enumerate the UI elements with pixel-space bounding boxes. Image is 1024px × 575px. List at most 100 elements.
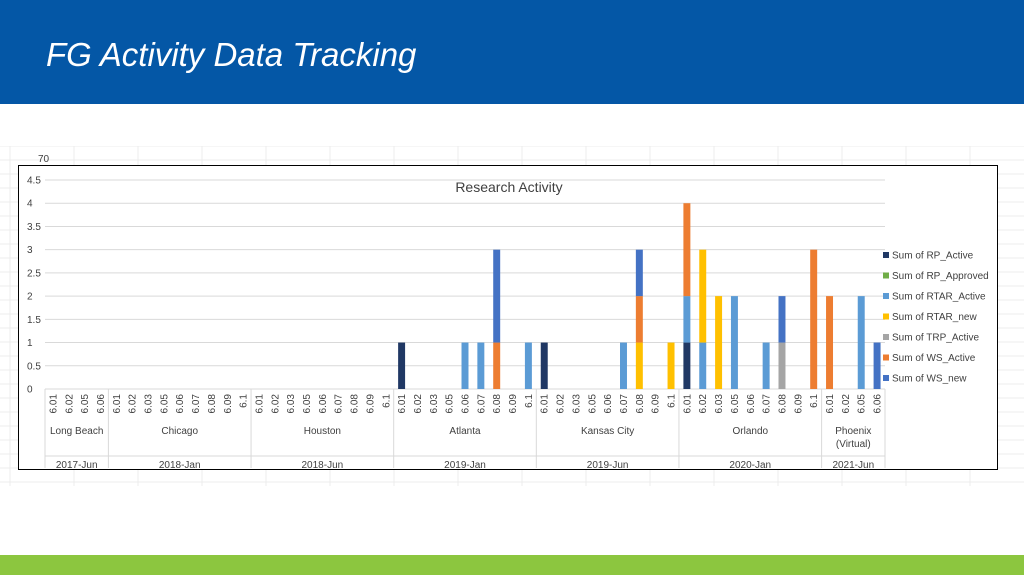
legend-swatch [883,313,889,320]
x-tick-label: 6.05 [302,394,313,414]
x-tick-label: 6.02 [64,394,75,414]
date-label: 2019-Jan [444,460,486,471]
location-label: Orlando [732,426,768,437]
x-tick-label: 6.06 [873,394,884,414]
legend-swatch [883,272,889,279]
legend-swatch [883,354,889,361]
x-tick-label: 6.09 [365,394,376,414]
x-tick-label: 6.06 [603,394,614,414]
chart-frame: 0 0.5 1 1.5 2 2.5 3 3.5 4 4.5 Research Activity 6.0… [18,165,998,472]
bar-segment [461,342,469,389]
legend-swatch [883,252,889,258]
y-tick-label: 1 [27,338,33,349]
bar-segment [715,296,723,389]
x-tick-label: 6.02 [128,394,139,414]
x-tick-label: 6.02 [413,394,424,414]
x-tick-label: 6.1 [809,394,820,408]
x-tick-label: 6.03 [429,394,440,414]
x-tick-label: 6.05 [587,394,598,414]
bar-segment [477,342,485,389]
footer-band [0,555,1024,575]
bar-segment [667,342,675,389]
x-tick-label: 6.01 [540,394,551,414]
date-label: 2021-Jun [832,460,874,471]
x-tick-label: 6.02 [556,394,567,414]
bar-segment [810,249,818,389]
x-tick-label: 6.03 [571,394,582,414]
legend-label: Sum of WS_Active [892,353,976,364]
x-tick-label: 6.01 [48,394,59,414]
legend-label: Sum of RP_Approved [892,271,989,282]
x-tick-label: 6.1 [381,394,392,408]
x-tick-label: 6.06 [175,394,186,414]
x-tick-label: 6.05 [857,394,868,414]
location-label: Atlanta [449,426,481,437]
x-tick-label: 6.08 [777,394,788,414]
x-tick-label: 6.06 [96,394,107,414]
location-label: Phoenix (Virtual) [835,426,871,450]
x-tick-label: 6.05 [730,394,741,414]
x-tick-label: 6.07 [191,394,202,414]
bar-segment [857,296,865,389]
research-activity-chart: 0 0.5 1 1.5 2 2.5 3 3.5 4 4.5 Research Activity 6.0… [27,176,989,472]
y-tick-label: 3 [27,245,33,256]
bar-segment [635,342,643,389]
x-tick-label: 6.07 [619,394,630,414]
bar-segment [493,249,501,343]
legend-label: Sum of WS_new [892,374,967,385]
x-tick-label: 6.01 [254,394,265,414]
slide-title: FG Activity Data Tracking [46,36,417,73]
x-tick-label: 6.08 [350,394,361,414]
legend-swatch [883,334,889,340]
location-label: Kansas City [581,426,634,437]
x-tick-label: 6.02 [270,394,281,414]
y-tick-label: 4.5 [27,176,41,187]
date-label: 2018-Jun [302,460,344,471]
date-label: 2017-Jun [56,460,98,471]
x-tick-label: 6.1 [524,394,535,408]
x-tick-label: 6.08 [207,394,218,414]
bar-segment [398,342,406,389]
x-tick-label: 6.1 [667,394,678,408]
x-tick-label: 6.08 [635,394,646,414]
partial-axis-label: 70 [38,154,50,165]
x-tick-label: 6.01 [397,394,408,414]
bar-segment [826,296,834,389]
x-tick-label: 6.01 [112,394,123,414]
x-tick-label: 6.03 [144,394,155,414]
bar-segment [778,342,786,389]
bar-segment [778,296,786,343]
legend-label: Sum of TRP_Active [892,333,980,344]
x-tick-label: 6.02 [841,394,852,414]
x-tick-label: 6.06 [461,394,472,414]
chart-title: Research Activity [455,179,562,195]
x-tick-label: 6.03 [286,394,297,414]
x-tick-label: 6.02 [698,394,709,414]
y-tick-label: 1.5 [27,315,41,326]
date-label: 2020-Jan [729,460,771,471]
x-tick-label: 6.06 [746,394,757,414]
bar-segment [540,342,548,389]
x-tick-label: 6.09 [793,394,804,414]
date-label: 2018-Jan [159,460,201,471]
bar-segment [635,296,643,343]
bar-segment [683,296,691,343]
x-tick-label: 6.05 [445,394,456,414]
bar-segment [620,342,627,389]
location-label: Long Beach [50,426,103,437]
x-tick-label: 6.05 [159,394,170,414]
legend-label: Sum of RTAR_Active [892,292,986,303]
x-tick-label: 6.03 [714,394,725,414]
bar-segment [699,342,707,389]
y-tick-label: 2.5 [27,268,41,279]
legend-swatch [883,293,889,299]
date-label: 2019-Jun [587,460,629,471]
x-tick-label: 6.01 [825,394,836,414]
location-label: Houston [304,426,341,437]
x-tick-label: 6.1 [239,394,250,408]
x-tick-label: 6.07 [334,394,345,414]
x-tick-label: 6.08 [492,394,503,414]
x-tick-label: 6.05 [80,394,91,414]
x-tick-label: 6.01 [682,394,693,414]
bar-segment [493,342,501,389]
